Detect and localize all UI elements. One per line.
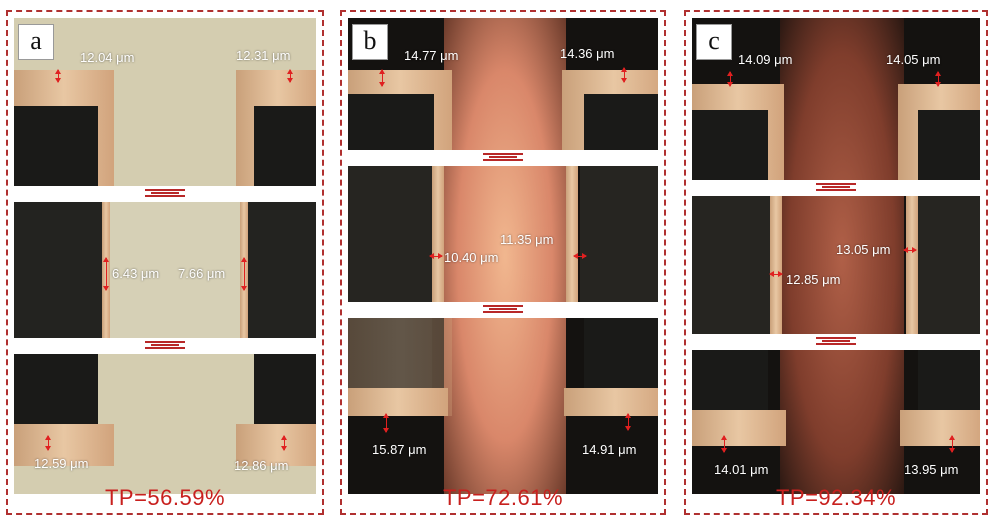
micrograph-a [14, 18, 316, 494]
measure-arrow [429, 253, 443, 259]
thickness-mid-left: 6.43 μm [112, 266, 160, 281]
measure-arrow [903, 247, 917, 253]
tp-value: TP=72.61% [442, 485, 564, 510]
thickness-bot-left: 14.01 μm [714, 462, 769, 477]
break-symbol [483, 152, 523, 164]
thickness-mid-left: 10.40 μm [444, 250, 499, 265]
thickness-bot-right: 13.95 μm [904, 462, 959, 477]
measure-arrow [949, 435, 955, 453]
break-symbol [145, 340, 185, 352]
thickness-bot-right: 12.86 μm [234, 458, 289, 473]
thickness-mid-right: 7.66 μm [178, 266, 226, 281]
measure-arrow [45, 435, 51, 451]
measure-arrow [55, 69, 61, 83]
strip-top-a [14, 18, 316, 186]
strip-top-c [692, 18, 980, 180]
thickness-mid-right: 11.35 μm [500, 232, 554, 247]
break-symbol [145, 188, 185, 200]
micrograph-c [692, 18, 980, 494]
measure-arrow [935, 71, 941, 87]
measure-arrow [287, 69, 293, 83]
thickness-top-left: 14.77 μm [404, 48, 459, 63]
measure-arrow [383, 413, 389, 433]
strip-bot-c [692, 350, 980, 494]
strip-bot-a [14, 354, 316, 494]
measure-arrow [241, 257, 247, 291]
thickness-top-right: 14.05 μm [886, 52, 941, 67]
panel-letter: b [352, 24, 388, 60]
strip-bot-b [348, 318, 658, 494]
thickness-bot-left: 15.87 μm [372, 442, 427, 457]
measure-arrow [721, 435, 727, 453]
strip-mid-a [14, 202, 316, 338]
thickness-bot-left: 12.59 μm [34, 456, 89, 471]
measure-arrow [379, 69, 385, 87]
measure-arrow [103, 257, 109, 291]
measure-arrow [625, 413, 631, 431]
measure-arrow [769, 271, 783, 277]
break-symbol [816, 182, 856, 194]
strip-mid-b [348, 166, 658, 302]
panel-a: a 12.04 μm 12.31 μm 6.43 μm 7.66 μm 12.5… [6, 10, 324, 515]
measure-arrow [573, 253, 587, 259]
break-symbol [816, 336, 856, 348]
glow-channel [444, 18, 566, 494]
measure-arrow [281, 435, 287, 451]
tp-value: TP=92.34% [775, 485, 897, 510]
thickness-mid-left: 12.85 μm [786, 272, 841, 287]
measure-arrow [621, 67, 627, 83]
strip-top-b [348, 18, 658, 150]
thickness-top-left: 14.09 μm [738, 52, 793, 67]
measure-arrow [727, 71, 733, 87]
strip-mid-c [692, 196, 980, 334]
thickness-top-right: 14.36 μm [560, 46, 615, 61]
thickness-top-right: 12.31 μm [236, 48, 291, 63]
thickness-top-left: 12.04 μm [80, 50, 135, 65]
break-symbol [483, 304, 523, 316]
thickness-bot-right: 14.91 μm [582, 442, 637, 457]
panel-b: b 14.77 μm 14.36 μm 10.40 μm 11.35 μm 15… [340, 10, 666, 515]
panel-letter: a [18, 24, 54, 60]
thickness-mid-right: 13.05 μm [836, 242, 891, 257]
glow-channel [780, 18, 904, 494]
panel-letter: c [696, 24, 732, 60]
tp-value: TP=56.59% [104, 485, 226, 510]
micrograph-b [348, 18, 658, 494]
panel-c: c 14.09 μm 14.05 μm 13.05 μm 12.85 μm 14… [684, 10, 988, 515]
